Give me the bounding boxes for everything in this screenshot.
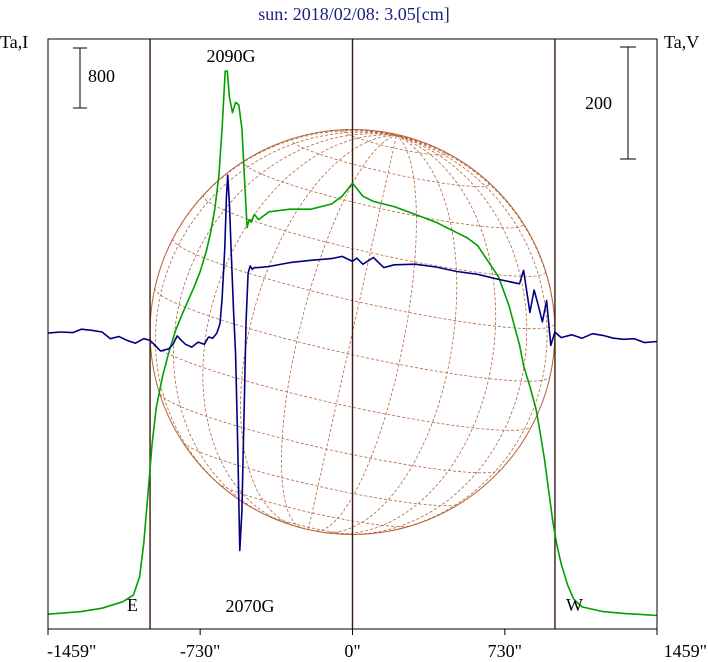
data-series bbox=[47, 70, 658, 617]
y-left-label: Ta,I bbox=[0, 32, 28, 52]
x-tick-label: -730" bbox=[180, 641, 220, 661]
x-axis: -1459" -730" 0" 730" 1459" bbox=[47, 629, 707, 661]
longitude-line bbox=[202, 134, 397, 524]
x-tick-label: 0" bbox=[344, 641, 360, 661]
annotation-east: E bbox=[127, 595, 138, 615]
latitude-line bbox=[149, 341, 532, 431]
x-tick-label: -1459" bbox=[47, 641, 96, 661]
series-line-stokes_v bbox=[47, 174, 658, 552]
latitude-line bbox=[172, 238, 556, 330]
annotation-peak-max: 2090G bbox=[207, 46, 256, 66]
longitude-line bbox=[281, 135, 397, 528]
longitude-line bbox=[389, 135, 548, 532]
longitude-line bbox=[173, 133, 397, 515]
latitude-line bbox=[243, 160, 524, 229]
longitude-line bbox=[240, 135, 397, 526]
x-tick-label: 1459" bbox=[664, 641, 707, 661]
scale-left-label: 800 bbox=[88, 66, 115, 86]
x-tick-label: 730" bbox=[488, 641, 522, 661]
y-right-label: Ta,V bbox=[664, 32, 699, 52]
scale-bar-right: 200 bbox=[585, 46, 636, 160]
solar-disk-grid bbox=[149, 129, 556, 535]
annotation-peak-min: 2070G bbox=[226, 596, 275, 616]
scale-bar-left: 800 bbox=[73, 47, 115, 109]
latitude-line bbox=[182, 442, 460, 507]
longitude-line bbox=[353, 135, 528, 535]
scale-right-label: 200 bbox=[585, 93, 612, 113]
longitude-line bbox=[308, 135, 397, 530]
longitude-line bbox=[316, 135, 417, 532]
annotation-west: W bbox=[566, 595, 583, 615]
chart-title: sun: 2018/02/08: 3.05[cm] bbox=[258, 4, 450, 24]
longitude-line bbox=[155, 131, 397, 497]
latitude-line bbox=[154, 287, 551, 382]
reference-lines bbox=[149, 39, 556, 629]
longitude-line bbox=[330, 135, 497, 535]
longitude-line bbox=[323, 135, 458, 534]
